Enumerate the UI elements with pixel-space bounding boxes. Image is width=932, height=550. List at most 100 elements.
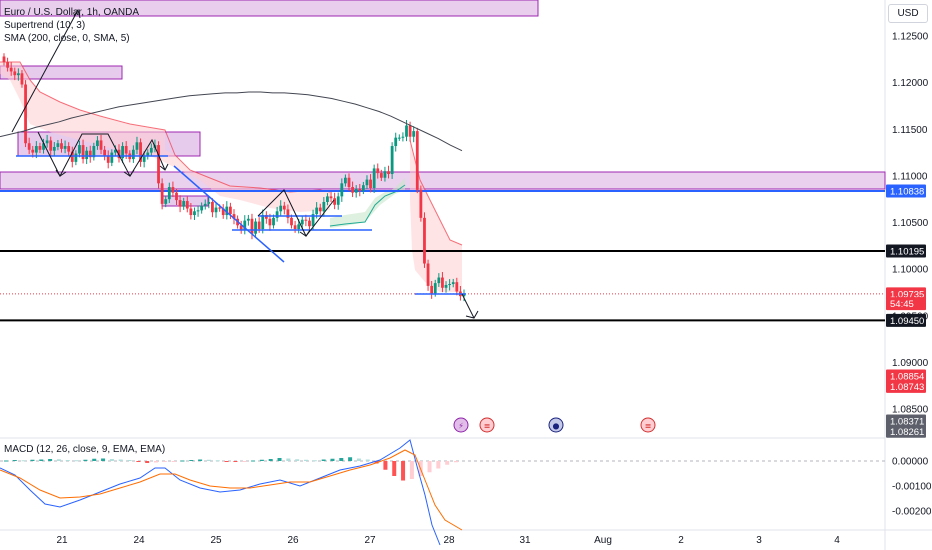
candle-body xyxy=(329,196,333,199)
candle-body xyxy=(160,183,164,204)
candle-body xyxy=(135,142,139,150)
time-tick-label: 25 xyxy=(210,535,222,546)
candle-body xyxy=(423,217,426,264)
candle-body xyxy=(146,152,150,157)
supertrend-legend[interactable]: Supertrend (10, 3) xyxy=(4,20,86,31)
supertrend-bull-fill xyxy=(330,178,405,228)
currency-button[interactable]: USD xyxy=(888,4,928,23)
candle-body xyxy=(142,156,146,162)
candle-body xyxy=(401,136,405,138)
price-tick-label: 1.11000 xyxy=(892,171,928,182)
macd-bar xyxy=(295,459,300,461)
candle-body xyxy=(282,205,286,210)
candle-body xyxy=(157,145,160,184)
price-tag-label: 1.08371 xyxy=(890,417,924,428)
supertrend-bear-fill-2 xyxy=(410,140,462,292)
price-axis[interactable]: 1.12500 1.12000 1.11500 1.11000 1.10500 1.100… xyxy=(886,32,932,518)
candles-layer xyxy=(2,53,466,302)
candle-body xyxy=(121,146,124,159)
candle-body xyxy=(308,220,311,227)
time-tick-label: 26 xyxy=(287,535,299,546)
price-tag-label: 1.10838 xyxy=(890,186,924,197)
candle-body xyxy=(167,187,171,200)
macd-bar xyxy=(127,460,132,461)
macd-bar xyxy=(39,459,44,461)
candle-body xyxy=(124,146,128,154)
price-tick-label: 1.09000 xyxy=(892,358,929,369)
supertrend-layer xyxy=(0,61,463,292)
candle-body xyxy=(85,150,89,160)
candle-body xyxy=(462,293,466,297)
time-tick-label: 21 xyxy=(56,535,68,546)
candle-body xyxy=(264,215,268,219)
price-tag-label: 1.10195 xyxy=(890,246,924,257)
macd-bar xyxy=(312,460,317,462)
candle-body xyxy=(297,224,301,230)
time-tick-label: 4 xyxy=(834,535,840,546)
supertrend-bear-fill-1 xyxy=(0,62,330,212)
macd-bar xyxy=(56,459,61,461)
candle-body xyxy=(149,147,153,153)
macd-bar xyxy=(268,459,273,461)
price-tag xyxy=(886,424,926,438)
candle-body xyxy=(455,282,459,292)
time-axis[interactable]: 21 24 25 26 27 28 31 Aug 2 3 4 xyxy=(56,535,840,546)
candle-body xyxy=(171,187,175,193)
candle-body xyxy=(131,149,135,160)
candle-body xyxy=(300,219,304,225)
candle-body xyxy=(315,207,319,215)
candle-body xyxy=(81,145,85,160)
macd-bar xyxy=(224,461,229,462)
macd-bar xyxy=(454,461,458,463)
candle-body xyxy=(139,142,142,162)
sma-legend[interactable]: SMA (200, close, 0, SMA, 5) xyxy=(4,33,130,44)
candle-body xyxy=(49,140,53,151)
zones-layer xyxy=(0,0,886,207)
signal-line xyxy=(0,449,463,531)
candle-body xyxy=(221,208,225,216)
event-icon xyxy=(548,417,564,433)
candle-body xyxy=(103,149,107,156)
time-tick-label: 31 xyxy=(519,535,531,546)
candle-body xyxy=(106,155,110,163)
candle-body xyxy=(358,188,362,191)
price-tag xyxy=(886,414,926,428)
candle-body xyxy=(351,187,354,193)
candle-body xyxy=(376,168,380,174)
events-layer[interactable]: ⚡ ≡ ● ≡ xyxy=(453,417,656,433)
candle-body xyxy=(257,221,261,230)
price-tag-label: 1.09450 xyxy=(890,316,924,327)
price-tag-label: 1.08261 xyxy=(890,427,924,438)
symbol-title[interactable]: Euro / U.S. Dollar, 1h, OANDA xyxy=(4,7,140,18)
macd-bar xyxy=(154,461,158,463)
candle-body xyxy=(99,140,103,150)
macd-bar xyxy=(339,458,344,461)
event-icon xyxy=(479,417,495,433)
candle-body xyxy=(444,284,448,288)
candle-body xyxy=(412,131,416,137)
macd-bar xyxy=(409,461,414,479)
trendline-up xyxy=(11,9,79,133)
candle-body xyxy=(261,215,265,230)
candle-body xyxy=(63,146,67,149)
candle-body xyxy=(114,149,117,153)
macd-legend[interactable]: MACD (12, 26, close, 9, EMA, EMA) xyxy=(4,444,166,455)
candle-body xyxy=(451,282,455,285)
candle-body xyxy=(92,146,96,158)
candle-body xyxy=(38,146,42,150)
trendline-up-arrowhead xyxy=(73,8,81,19)
time-tick-label: 28 xyxy=(443,535,455,546)
candle-body xyxy=(182,201,186,207)
candle-body xyxy=(185,201,189,209)
candle-body xyxy=(164,199,168,204)
candle-body xyxy=(56,143,60,147)
macd-bar xyxy=(171,461,176,462)
time-tick-label: 27 xyxy=(364,535,376,546)
candle-body xyxy=(239,225,243,230)
event-icon xyxy=(453,417,469,433)
macd-bar xyxy=(162,461,167,462)
candle-body xyxy=(96,140,99,147)
macd-bar xyxy=(277,458,282,461)
zigzag-2-arrowhead xyxy=(299,229,311,237)
